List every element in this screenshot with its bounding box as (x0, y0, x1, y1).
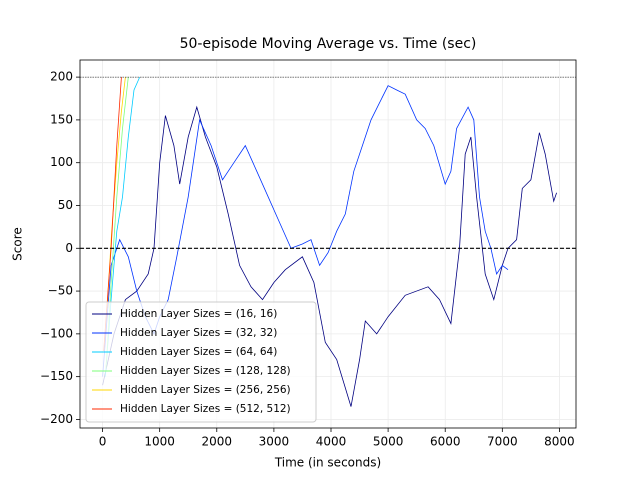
legend-label: Hidden Layer Sizes = (64, 64) (120, 346, 277, 358)
legend-label: Hidden Layer Sizes = (128, 128) (120, 365, 291, 377)
legend-label: Hidden Layer Sizes = (256, 256) (120, 384, 291, 396)
x-tick-label: 1000 (144, 435, 175, 449)
x-tick-label: 2000 (202, 435, 233, 449)
x-tick-label: 7000 (487, 435, 518, 449)
legend-box (85, 301, 317, 423)
y-tick-label: 200 (50, 70, 73, 84)
x-tick-label: 5000 (373, 435, 404, 449)
series-line (103, 77, 122, 352)
y-tick-label: 150 (50, 112, 73, 126)
y-tick-label: −50 (48, 284, 73, 298)
legend-label: Hidden Layer Sizes = (512, 512) (120, 403, 291, 415)
series-line (105, 76, 141, 377)
series-line (102, 105, 557, 407)
y-tick-label: −200 (40, 412, 73, 426)
y-tick-label: −100 (40, 326, 73, 340)
x-tick-label: 4000 (316, 435, 347, 449)
legend-label: Hidden Layer Sizes = (32, 32) (120, 327, 277, 339)
x-axis-label: Time (in seconds) (274, 456, 381, 470)
x-tick-label: 0 (99, 435, 107, 449)
legend: Hidden Layer Sizes = (16, 16) Hidden Laye… (85, 301, 317, 423)
y-tick-label: −150 (40, 369, 73, 383)
y-tick-label: 0 (65, 241, 73, 255)
x-tick-label: 3000 (259, 435, 290, 449)
y-tick-label: 50 (58, 198, 73, 212)
y-tick-label: 100 (50, 155, 73, 169)
plot-frame (79, 59, 577, 429)
legend-label: Hidden Layer Sizes = (16, 16) (120, 308, 277, 320)
y-axis-label: Score (11, 227, 25, 261)
x-tick-label: 8000 (544, 435, 575, 449)
x-tick-label: 6000 (430, 435, 461, 449)
chart-title: 50-episode Moving Average vs. Time (sec) (180, 36, 477, 52)
